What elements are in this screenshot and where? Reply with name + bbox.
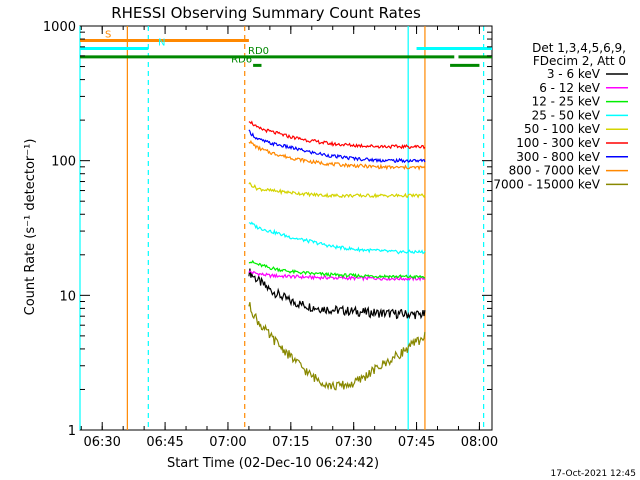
- legend-header: Det 1,3,4,5,6,9,: [532, 41, 626, 55]
- y-tick-label: 10: [59, 289, 76, 304]
- legend: Det 1,3,4,5,6,9,FDecim 2, Att 03 - 6 keV…: [493, 41, 628, 191]
- series-line: [248, 268, 426, 320]
- series-line: [248, 139, 426, 171]
- x-tick-label: 07:15: [272, 435, 309, 450]
- flag-label: N: [158, 38, 165, 49]
- y-tick-label: 1000: [43, 20, 76, 35]
- series-line: [248, 221, 426, 255]
- series-line: [248, 181, 426, 199]
- series-line: [248, 302, 426, 391]
- legend-entry-label: 300 - 800 keV: [516, 150, 600, 164]
- y-tick-label: 1: [68, 424, 76, 439]
- plot-area: [79, 25, 493, 431]
- flag-label: S: [105, 30, 111, 41]
- series-line: [248, 270, 426, 282]
- legend-entry-label: 800 - 7000 keV: [509, 164, 601, 178]
- x-tick-label: 06:30: [83, 435, 120, 450]
- legend-entry-label: 25 - 50 keV: [532, 108, 601, 122]
- timestamp: 17-Oct-2021 12:45: [551, 469, 636, 479]
- plot-border: [79, 25, 493, 431]
- axes: 06:30 06:45 07:00 07:15 07:30 07:45 08:00 1 10 10…: [43, 20, 498, 450]
- y-axis-label: Count Rate (s⁻¹ detector⁻¹): [23, 139, 38, 316]
- x-axis-label: Start Time (02-Dec-10 06:24:42): [167, 456, 379, 471]
- x-tick-label: 06:45: [146, 435, 183, 450]
- legend-entry-label: 6 - 12 keV: [539, 81, 601, 95]
- legend-entry-label: 3 - 6 keV: [547, 67, 601, 81]
- legend-entry-label: 100 - 300 keV: [516, 136, 600, 150]
- flag-label: RD0: [248, 46, 269, 57]
- series-line: [248, 120, 426, 150]
- legend-entry-label: 12 - 25 keV: [532, 95, 601, 109]
- x-tick-label: 08:00: [461, 435, 498, 450]
- series-line: [248, 129, 426, 164]
- legend-entry-label: 50 - 100 keV: [524, 122, 601, 136]
- x-tick-label: 07:00: [209, 435, 246, 450]
- chart-title: RHESSI Observing Summary Count Rates: [111, 4, 421, 22]
- legend-header: FDecim 2, Att 0: [533, 54, 626, 68]
- x-tick-label: 07:30: [335, 435, 372, 450]
- y-tick-label: 100: [51, 155, 76, 170]
- legend-entry-label: 7000 - 15000 keV: [493, 177, 600, 191]
- x-tick-label: 07:45: [398, 435, 435, 450]
- series-lines: [248, 120, 426, 391]
- flag-label: RD6: [231, 54, 252, 65]
- marker-lines: [79, 26, 485, 430]
- series-line: [248, 259, 426, 280]
